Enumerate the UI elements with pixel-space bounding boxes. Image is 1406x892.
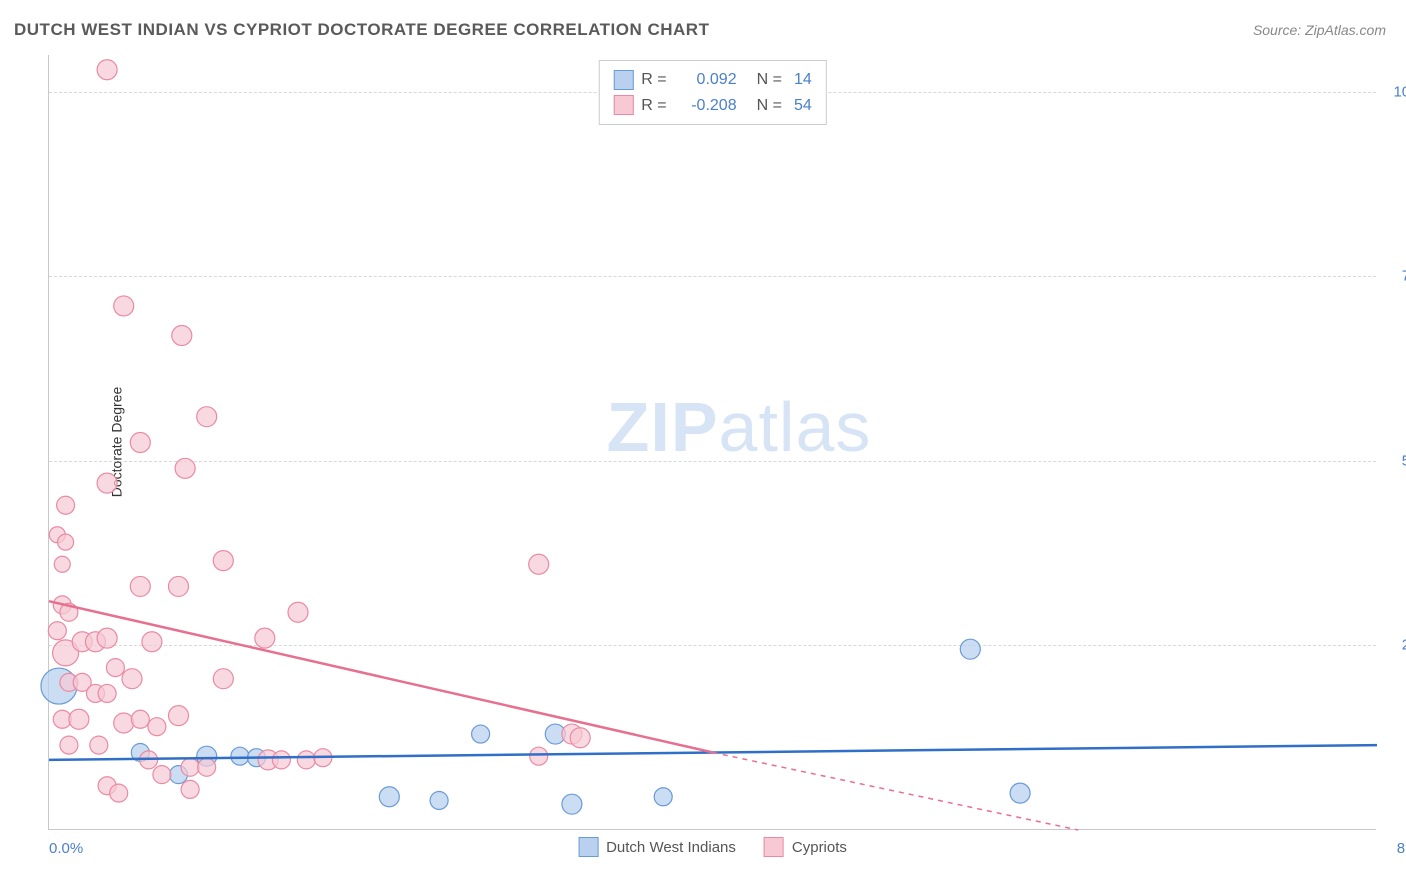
- n-value: 14: [794, 67, 812, 93]
- data-point[interactable]: [69, 709, 89, 729]
- data-point[interactable]: [198, 758, 216, 776]
- legend-swatch: [578, 837, 598, 857]
- data-point[interactable]: [97, 60, 117, 80]
- series-legend-item: Cypriots: [764, 837, 847, 857]
- data-point[interactable]: [654, 788, 672, 806]
- chart-title: DUTCH WEST INDIAN VS CYPRIOT DOCTORATE D…: [14, 20, 709, 40]
- data-point[interactable]: [168, 576, 188, 596]
- data-point[interactable]: [181, 780, 199, 798]
- data-point[interactable]: [130, 576, 150, 596]
- series-legend-label: Cypriots: [792, 839, 847, 856]
- r-label: R =: [641, 93, 666, 119]
- data-point[interactable]: [197, 407, 217, 427]
- data-point[interactable]: [1010, 783, 1030, 803]
- legend-swatch: [764, 837, 784, 857]
- data-point[interactable]: [97, 473, 117, 493]
- data-point[interactable]: [114, 713, 134, 733]
- legend-swatch: [613, 70, 633, 90]
- r-value: 0.092: [679, 67, 737, 93]
- y-axis-tick: 7.5%: [1402, 268, 1406, 285]
- legend-swatch: [613, 95, 633, 115]
- x-axis-tick-min: 0.0%: [49, 840, 83, 857]
- y-axis-tick: 2.5%: [1402, 637, 1406, 654]
- data-point[interactable]: [110, 784, 128, 802]
- data-point[interactable]: [98, 684, 116, 702]
- correlation-legend-row: R = -0.208 N = 54: [613, 93, 811, 119]
- data-point[interactable]: [213, 551, 233, 571]
- plot-svg: [49, 55, 1376, 829]
- x-axis-tick-max: 8.0%: [1397, 840, 1406, 857]
- data-point[interactable]: [379, 787, 399, 807]
- data-point[interactable]: [131, 710, 149, 728]
- n-value: 54: [794, 93, 812, 119]
- data-point[interactable]: [90, 736, 108, 754]
- data-point[interactable]: [288, 602, 308, 622]
- data-point[interactable]: [153, 766, 171, 784]
- y-axis-tick: 5.0%: [1402, 452, 1406, 469]
- data-point[interactable]: [272, 751, 290, 769]
- data-point[interactable]: [960, 639, 980, 659]
- data-point[interactable]: [148, 718, 166, 736]
- data-point[interactable]: [172, 325, 192, 345]
- data-point[interactable]: [231, 747, 249, 765]
- series-legend-item: Dutch West Indians: [578, 837, 736, 857]
- data-point[interactable]: [175, 458, 195, 478]
- correlation-legend: R = 0.092 N = 14 R = -0.208 N = 54: [598, 60, 826, 125]
- data-point[interactable]: [48, 622, 66, 640]
- data-point[interactable]: [570, 728, 590, 748]
- chart-plot-area: Doctorate Degree ZIPatlas 0.0% 8.0% R =0…: [48, 55, 1376, 830]
- data-point[interactable]: [130, 433, 150, 453]
- data-point[interactable]: [213, 669, 233, 689]
- data-point[interactable]: [60, 736, 78, 754]
- source-attribution: Source: ZipAtlas.com: [1253, 22, 1386, 38]
- data-point[interactable]: [114, 296, 134, 316]
- data-point[interactable]: [472, 725, 490, 743]
- n-label: N =: [757, 93, 782, 119]
- series-legend: Dutch West Indians Cypriots: [578, 837, 847, 857]
- data-point[interactable]: [168, 706, 188, 726]
- data-point[interactable]: [529, 554, 549, 574]
- series-legend-label: Dutch West Indians: [606, 839, 736, 856]
- y-axis-tick: 10.0%: [1393, 83, 1406, 100]
- correlation-legend-row: R = 0.092 N = 14: [613, 67, 811, 93]
- data-point[interactable]: [122, 669, 142, 689]
- n-label: N =: [757, 67, 782, 93]
- r-value: -0.208: [679, 93, 737, 119]
- data-point[interactable]: [58, 534, 74, 550]
- data-point[interactable]: [297, 751, 315, 769]
- data-point[interactable]: [106, 659, 124, 677]
- data-point[interactable]: [430, 791, 448, 809]
- data-point[interactable]: [142, 632, 162, 652]
- data-point[interactable]: [530, 747, 548, 765]
- r-label: R =: [641, 67, 666, 93]
- data-point[interactable]: [562, 794, 582, 814]
- data-point[interactable]: [255, 628, 275, 648]
- data-point[interactable]: [181, 758, 199, 776]
- data-point[interactable]: [97, 628, 117, 648]
- data-point[interactable]: [54, 556, 70, 572]
- data-point[interactable]: [57, 496, 75, 514]
